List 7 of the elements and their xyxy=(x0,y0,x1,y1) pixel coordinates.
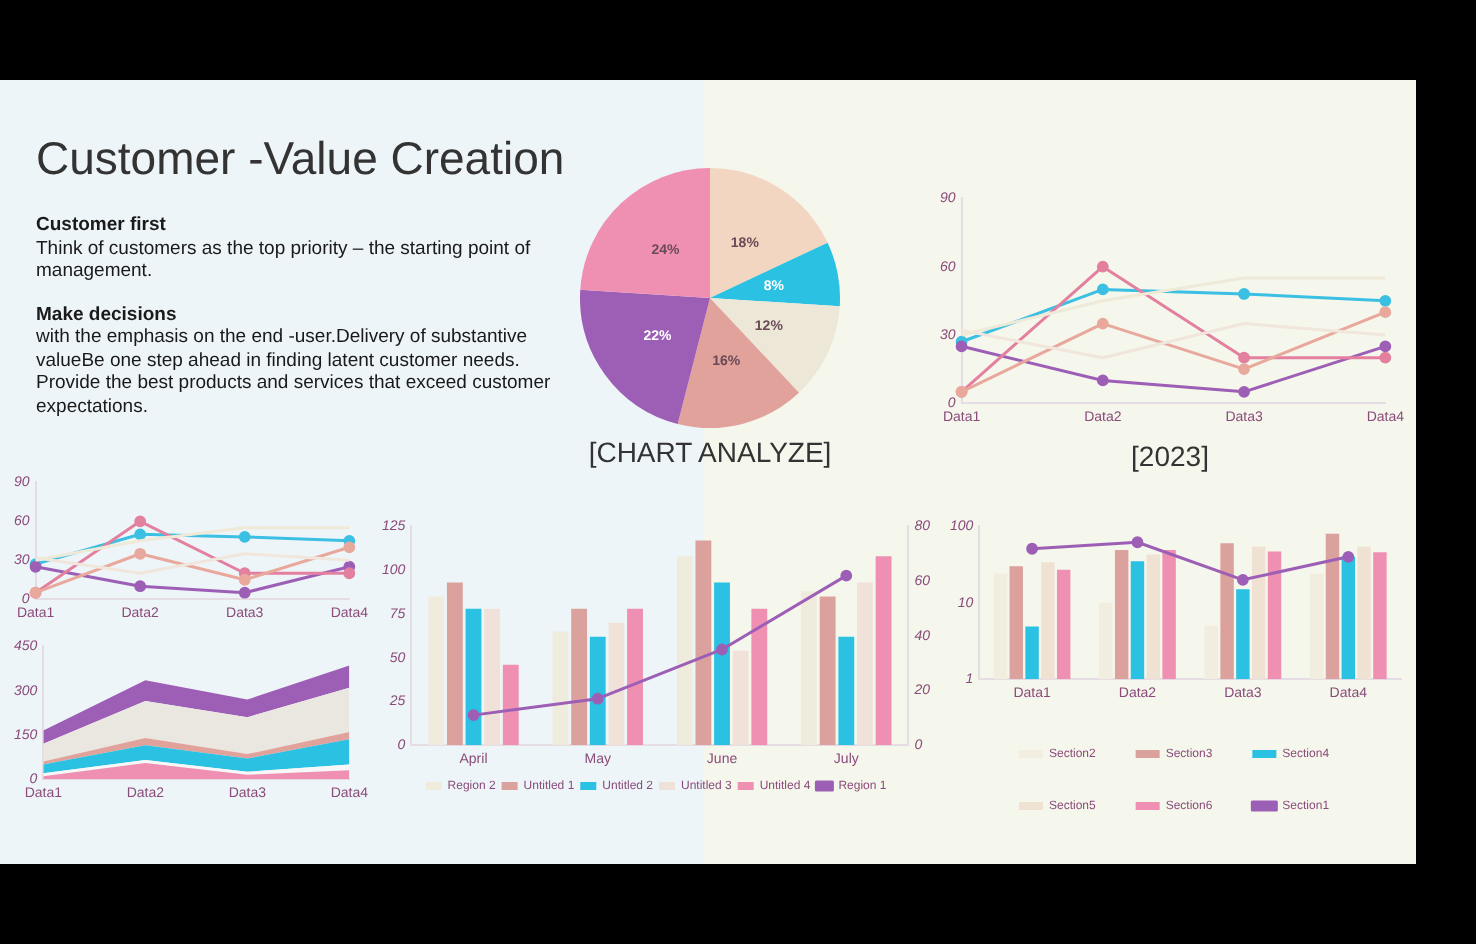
text: Customer -Value Creation xyxy=(36,132,567,186)
text: with the emphasis on the end -user.Delivery of substantive valueBe one step ahead in finding latent customer needs. Provide the best products and services that exceed customer expectations. xyxy=(36,326,553,418)
text: Make decisions xyxy=(36,303,179,326)
text: [2023] xyxy=(1129,440,1211,472)
text: [CHART ANALYZE] xyxy=(586,436,834,468)
text: Think of customers as the top priority – the starting point of management. xyxy=(36,237,533,283)
text: Customer first xyxy=(36,214,168,237)
